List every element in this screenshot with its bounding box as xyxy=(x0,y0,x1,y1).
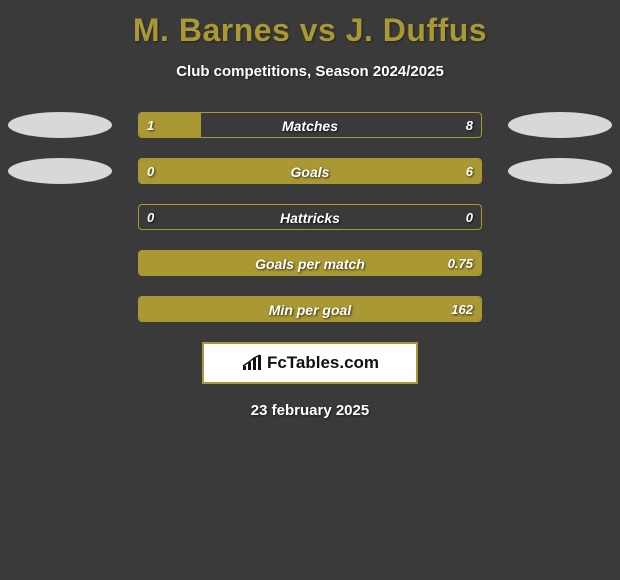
logo-inner: FcTables.com xyxy=(241,353,379,373)
stat-bar-track: 18Matches xyxy=(138,112,482,138)
stat-bar-track: 06Goals xyxy=(138,158,482,184)
logo-text: FcTables.com xyxy=(267,353,379,373)
stat-value-right: 0 xyxy=(466,205,473,230)
stat-bar-track: 0.75Goals per match xyxy=(138,250,482,276)
stat-bar-track: 162Min per goal xyxy=(138,296,482,322)
player-right-ellipse xyxy=(508,158,612,184)
stat-row: 06Goals xyxy=(0,158,620,184)
logo-box[interactable]: FcTables.com xyxy=(202,342,418,384)
bar-chart-icon xyxy=(241,354,263,372)
stat-value-left: 0 xyxy=(147,205,154,230)
stat-bar-fill-left xyxy=(139,113,201,137)
player-left-ellipse xyxy=(8,112,112,138)
stat-bar-fill-right xyxy=(139,159,481,183)
stats-area: 18Matches 06Goals 0 0Hattricks 0.75Goals per… xyxy=(0,112,620,322)
stat-value-right: 8 xyxy=(466,113,473,138)
date-text: 23 february 2025 xyxy=(0,402,620,419)
stat-row: 162Min per goal xyxy=(0,296,620,322)
stat-row: 18Matches xyxy=(0,112,620,138)
page-title: M. Barnes vs J. Duffus xyxy=(0,0,620,49)
stat-bar-track: 0 0Hattricks xyxy=(138,204,482,230)
player-left-ellipse xyxy=(8,158,112,184)
stat-bar-fill-right xyxy=(139,251,481,275)
stat-label: Hattricks xyxy=(139,205,481,230)
subtitle: Club competitions, Season 2024/2025 xyxy=(0,63,620,80)
player-right-ellipse xyxy=(508,112,612,138)
stat-bar-fill-right xyxy=(139,297,481,321)
stat-row: 0.75Goals per match xyxy=(0,250,620,276)
stat-row: 0 0Hattricks xyxy=(0,204,620,230)
